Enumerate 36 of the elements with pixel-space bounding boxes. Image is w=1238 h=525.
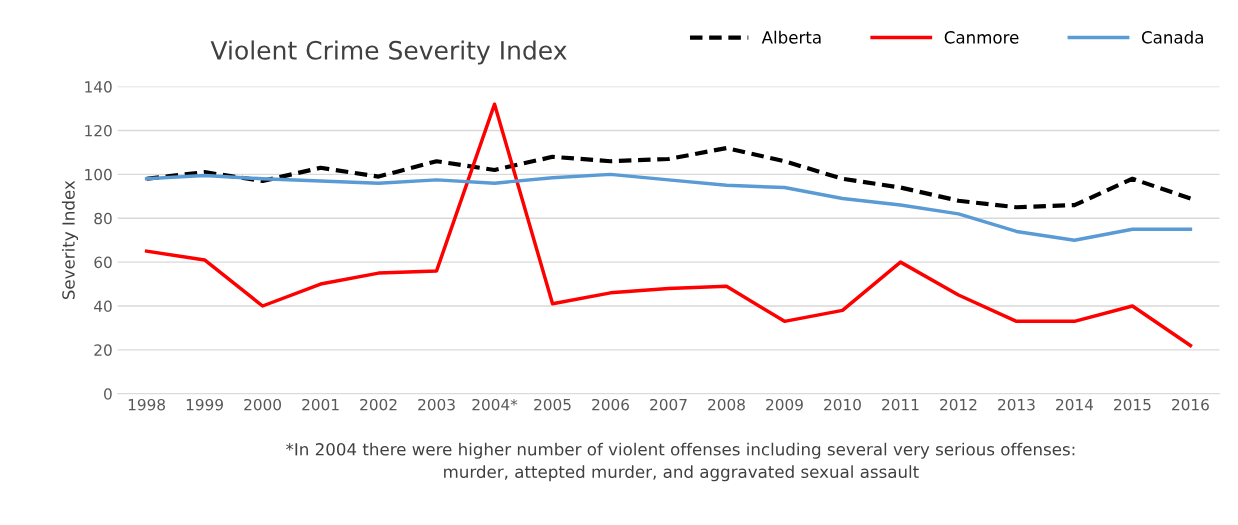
- x-tick-label: 2008: [708, 398, 745, 411]
- y-axis-title: Severity Index: [61, 180, 79, 300]
- x-tick-label: 2012: [940, 398, 977, 411]
- x-tick-label: 1999: [186, 398, 223, 411]
- x-tick-label: 2007: [650, 398, 687, 411]
- x-tick-label: 2006: [592, 398, 630, 411]
- text: *In 2004 there were higher number of violent offenses including several very serious offenses: murder, attepted murder, and aggravated sexual assault: [286, 442, 1075, 482]
- x-tick-label: 2002: [360, 398, 397, 411]
- x-tick-label: 2003: [418, 398, 455, 411]
- legend-label: Canmore: [944, 31, 1019, 44]
- line-series: [144, 102, 1193, 348]
- legend-label: Canada: [1141, 30, 1203, 44]
- x-tick-label: 2013: [998, 398, 1035, 411]
- x-tick-label: 2009: [766, 398, 803, 411]
- y-tick-label: 40: [94, 300, 112, 313]
- y-tick-label: 120: [85, 124, 112, 137]
- x-tick-label: 2015: [1114, 398, 1151, 411]
- chart-title: Violent Crime Severity Index: [210, 40, 567, 65]
- y-tick-label: 80: [94, 212, 112, 225]
- x-tick-label: 2014: [1056, 398, 1094, 411]
- x-tick-label: 2000: [244, 398, 282, 411]
- line-series: [144, 172, 1193, 242]
- y-tick-label: 60: [94, 256, 112, 269]
- line-series: [144, 145, 1193, 210]
- y-tick-label: 20: [94, 344, 112, 356]
- x-tick-label: 2001: [302, 398, 339, 411]
- x-tick-label: 2010: [824, 398, 861, 411]
- y-tick-label: 0: [104, 388, 112, 400]
- y-tick-label: 140: [85, 81, 112, 93]
- legend-label: Alberta: [761, 30, 821, 44]
- x-tick-label: 2005: [534, 398, 571, 411]
- x-tick-label: 2016: [1172, 398, 1209, 411]
- x-tick-label: 1998: [128, 398, 165, 411]
- x-tick-label: 2004*: [472, 398, 518, 411]
- y-tick-label: 100: [85, 168, 112, 181]
- x-tick-label: 2011: [882, 398, 919, 411]
